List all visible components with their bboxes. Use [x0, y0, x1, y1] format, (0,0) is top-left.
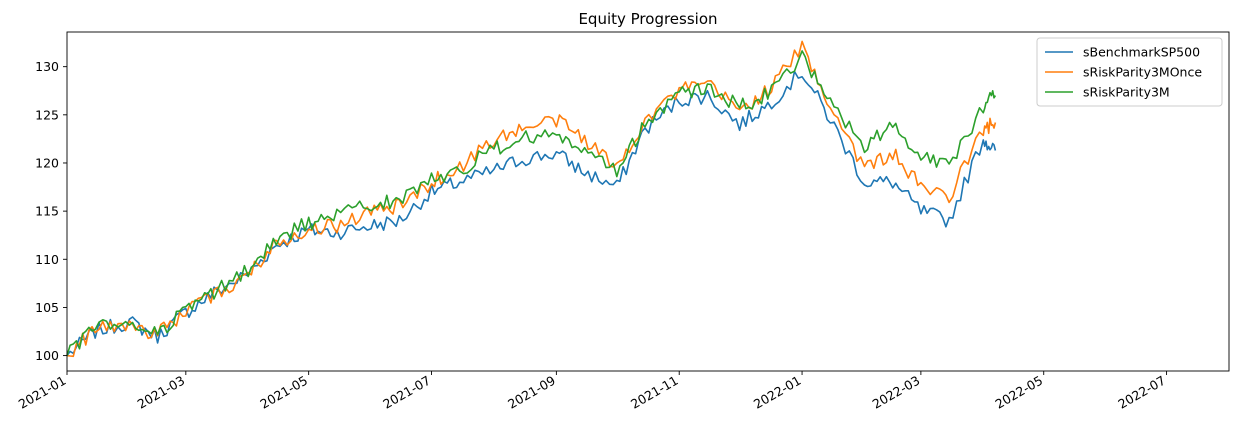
y-tick-label: 115	[35, 204, 59, 219]
plot-frame	[66, 31, 1230, 372]
x-tick-label: 2021-09	[505, 373, 558, 412]
legend-entry-sRiskParity3MOnce: sRiskParity3MOnce	[1083, 65, 1202, 80]
x-tick-label: 2022-07	[1115, 373, 1168, 412]
x-tick-label: 2022-03	[870, 373, 923, 412]
x-tick-label: 2021-01	[16, 373, 69, 412]
y-tick-label: 110	[35, 252, 59, 267]
chart-title: Equity Progression	[578, 10, 717, 28]
legend-box	[1036, 37, 1223, 107]
legend: sBenchmarkSP500 sRiskParity3MOnce sRiskPar…	[1036, 37, 1223, 107]
y-tick-label: 100	[35, 348, 59, 363]
y-tick-label: 120	[35, 155, 59, 170]
series-line-sRiskParity3M	[66, 50, 997, 356]
legend-entry-sBenchmarkSP500: sBenchmarkSP500	[1083, 45, 1200, 60]
legend-entry-sRiskParity3M: sRiskParity3M	[1083, 85, 1170, 100]
x-tick-label: 2022-05	[992, 373, 1045, 412]
x-tick-label: 2021-07	[380, 373, 433, 412]
x-tick-label: 2021-11	[628, 373, 681, 412]
series-line-sRiskParity3MOnce	[66, 40, 997, 358]
x-tick-label: 2022-01	[751, 373, 804, 412]
y-tick-label: 125	[35, 107, 59, 122]
series-line-sBenchmarkSP500	[66, 70, 997, 357]
plot-area	[66, 40, 997, 358]
x-tick-label: 2021-03	[135, 373, 188, 412]
y-tick-label: 130	[35, 59, 59, 74]
y-tick-label: 105	[35, 300, 59, 315]
x-tick-label: 2021-05	[257, 373, 310, 412]
